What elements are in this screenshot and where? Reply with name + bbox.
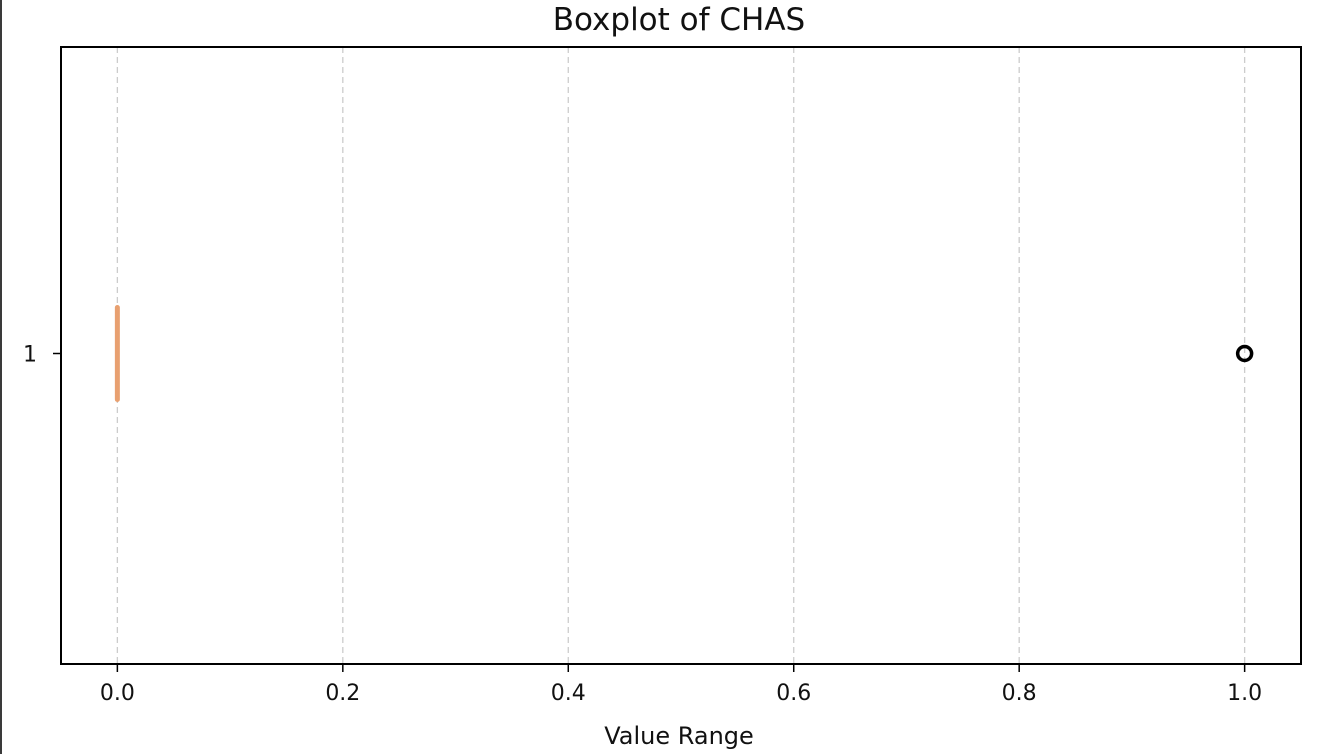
outlier-point	[1235, 344, 1254, 363]
x-tick-label: 1.0	[1227, 681, 1262, 706]
y-axis-ticks: 1	[23, 343, 61, 368]
chart-title: Boxplot of CHAS	[553, 2, 805, 38]
grid-lines	[116, 47, 1246, 664]
x-axis-label: Value Range	[604, 722, 754, 750]
box-group	[114, 305, 1254, 402]
x-axis-ticks: 0.0 0.2 0.4 0.6 0.8 1.0	[100, 664, 1262, 706]
x-tick-label: 0.0	[100, 681, 135, 706]
x-tick-label: 0.4	[551, 681, 586, 706]
plot-area-frame	[60, 46, 1302, 665]
y-tick-label: 1	[23, 343, 37, 368]
x-tick-label: 0.8	[1002, 681, 1037, 706]
x-tick-label: 0.2	[325, 681, 360, 706]
window-left-edge	[0, 0, 2, 754]
x-tick-label: 0.6	[776, 681, 811, 706]
